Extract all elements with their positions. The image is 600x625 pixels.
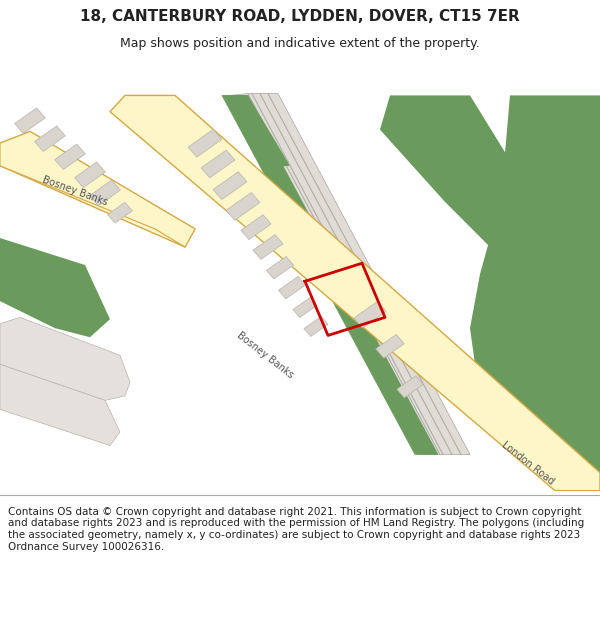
Text: 18, CANTERBURY ROAD, LYDDEN, DOVER, CT15 7ER: 18, CANTERBURY ROAD, LYDDEN, DOVER, CT15… [80, 9, 520, 24]
Polygon shape [74, 162, 106, 188]
Polygon shape [376, 334, 404, 358]
Polygon shape [293, 298, 317, 318]
Polygon shape [0, 58, 600, 491]
Polygon shape [230, 96, 272, 146]
Polygon shape [107, 202, 133, 223]
Polygon shape [110, 96, 600, 491]
Polygon shape [188, 129, 222, 157]
Polygon shape [354, 301, 386, 328]
Polygon shape [397, 376, 423, 398]
Polygon shape [230, 94, 440, 454]
Polygon shape [266, 256, 293, 279]
Polygon shape [35, 126, 65, 151]
Polygon shape [380, 96, 530, 247]
Polygon shape [201, 150, 235, 178]
Polygon shape [278, 276, 305, 299]
Polygon shape [248, 94, 470, 454]
Text: Map shows position and indicative extent of the property.: Map shows position and indicative extent… [120, 37, 480, 49]
Polygon shape [14, 108, 46, 133]
Text: Bosney Banks: Bosney Banks [235, 330, 295, 381]
Polygon shape [253, 234, 283, 259]
Polygon shape [0, 318, 130, 401]
Polygon shape [222, 96, 438, 454]
Polygon shape [0, 364, 120, 446]
Text: Contains OS data © Crown copyright and database right 2021. This information is : Contains OS data © Crown copyright and d… [8, 507, 584, 551]
Polygon shape [304, 316, 328, 336]
Text: London Road: London Road [500, 440, 556, 487]
Polygon shape [0, 238, 110, 338]
Polygon shape [226, 192, 260, 220]
Polygon shape [0, 131, 195, 247]
Polygon shape [241, 215, 271, 239]
Polygon shape [213, 172, 247, 199]
Text: Bosney Banks: Bosney Banks [41, 174, 109, 208]
Polygon shape [225, 96, 290, 168]
Polygon shape [89, 180, 121, 206]
Polygon shape [470, 198, 600, 491]
Polygon shape [0, 131, 195, 247]
Polygon shape [500, 96, 600, 292]
Polygon shape [55, 144, 85, 169]
